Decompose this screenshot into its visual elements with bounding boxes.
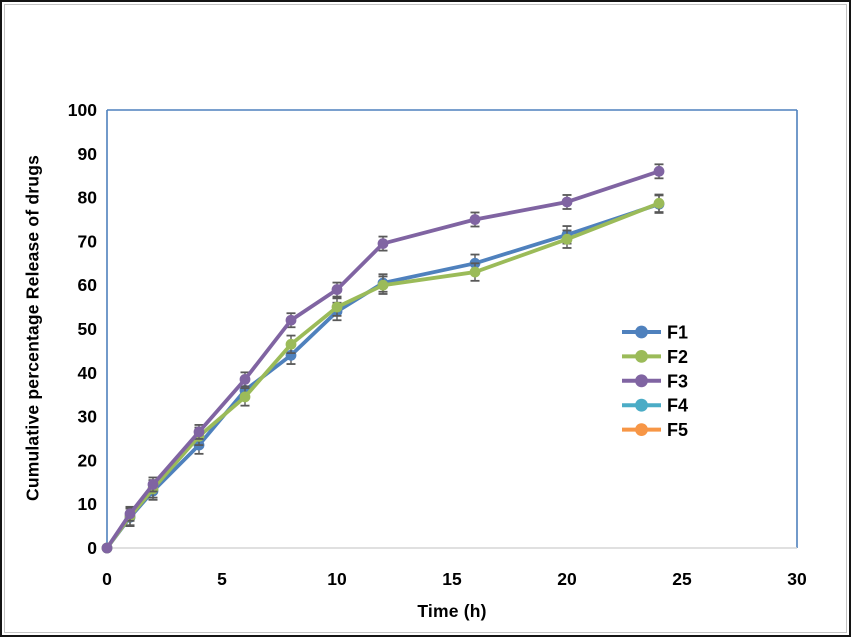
series-marker-F3 [193,426,205,438]
x-tick-label: 25 [672,569,692,589]
series-marker-F3 [561,196,573,208]
series-marker-F2 [469,266,481,278]
series-marker-F2 [239,391,251,403]
y-axis-title: Cumulative percentage Release of drugs [22,154,43,502]
legend-marker-F3 [635,374,648,388]
series-marker-F2 [331,301,343,313]
series-marker-F2 [653,197,665,209]
series-marker-F3 [124,508,136,520]
y-tick-label: 80 [78,188,98,208]
y-tick-label: 70 [78,231,98,251]
series-marker-F3 [101,542,113,554]
legend-marker-F4 [635,398,648,412]
series-marker-F2 [377,279,389,291]
series-marker-F3 [331,284,343,295]
legend-marker-F1 [635,325,648,339]
y-tick-label: 20 [78,450,98,470]
x-tick-label: 20 [557,569,577,589]
series-marker-F3 [147,479,159,490]
x-tick-label: 15 [442,569,462,589]
y-tick-label: 40 [78,363,98,383]
y-tick-label: 10 [78,494,98,514]
series-marker-F3 [239,373,251,385]
series-line-F2 [105,201,661,550]
y-tick-label: 60 [78,275,98,295]
y-tick-label: 0 [87,538,97,558]
series-line-F3 [105,169,661,550]
legend-label-F3: F3 [667,371,688,391]
legend-label-F2: F2 [667,347,688,367]
legend-label-F4: F4 [667,396,688,416]
series-marker-F3 [377,238,389,249]
legend-label-F5: F5 [667,420,688,440]
x-tick-label: 0 [102,569,112,589]
x-axis-title: Time (h) [417,601,487,621]
series-marker-F3 [653,165,665,177]
y-tick-label: 50 [78,319,98,339]
legend-marker-F2 [635,350,648,363]
legend-marker-F5 [635,423,648,436]
y-tick-label: 90 [78,144,98,164]
y-tick-label: 100 [68,100,97,120]
x-tick-label: 30 [787,569,807,589]
legend-label-F1: F1 [667,323,688,343]
series-marker-F3 [469,214,481,225]
series-marker-F2 [285,338,297,350]
y-tick-label: 30 [78,407,98,427]
x-tick-label: 5 [217,569,227,589]
x-tick-label: 10 [327,569,347,589]
series-marker-F3 [285,314,297,326]
series-line-F1 [105,202,661,550]
series-marker-F2 [561,233,573,245]
